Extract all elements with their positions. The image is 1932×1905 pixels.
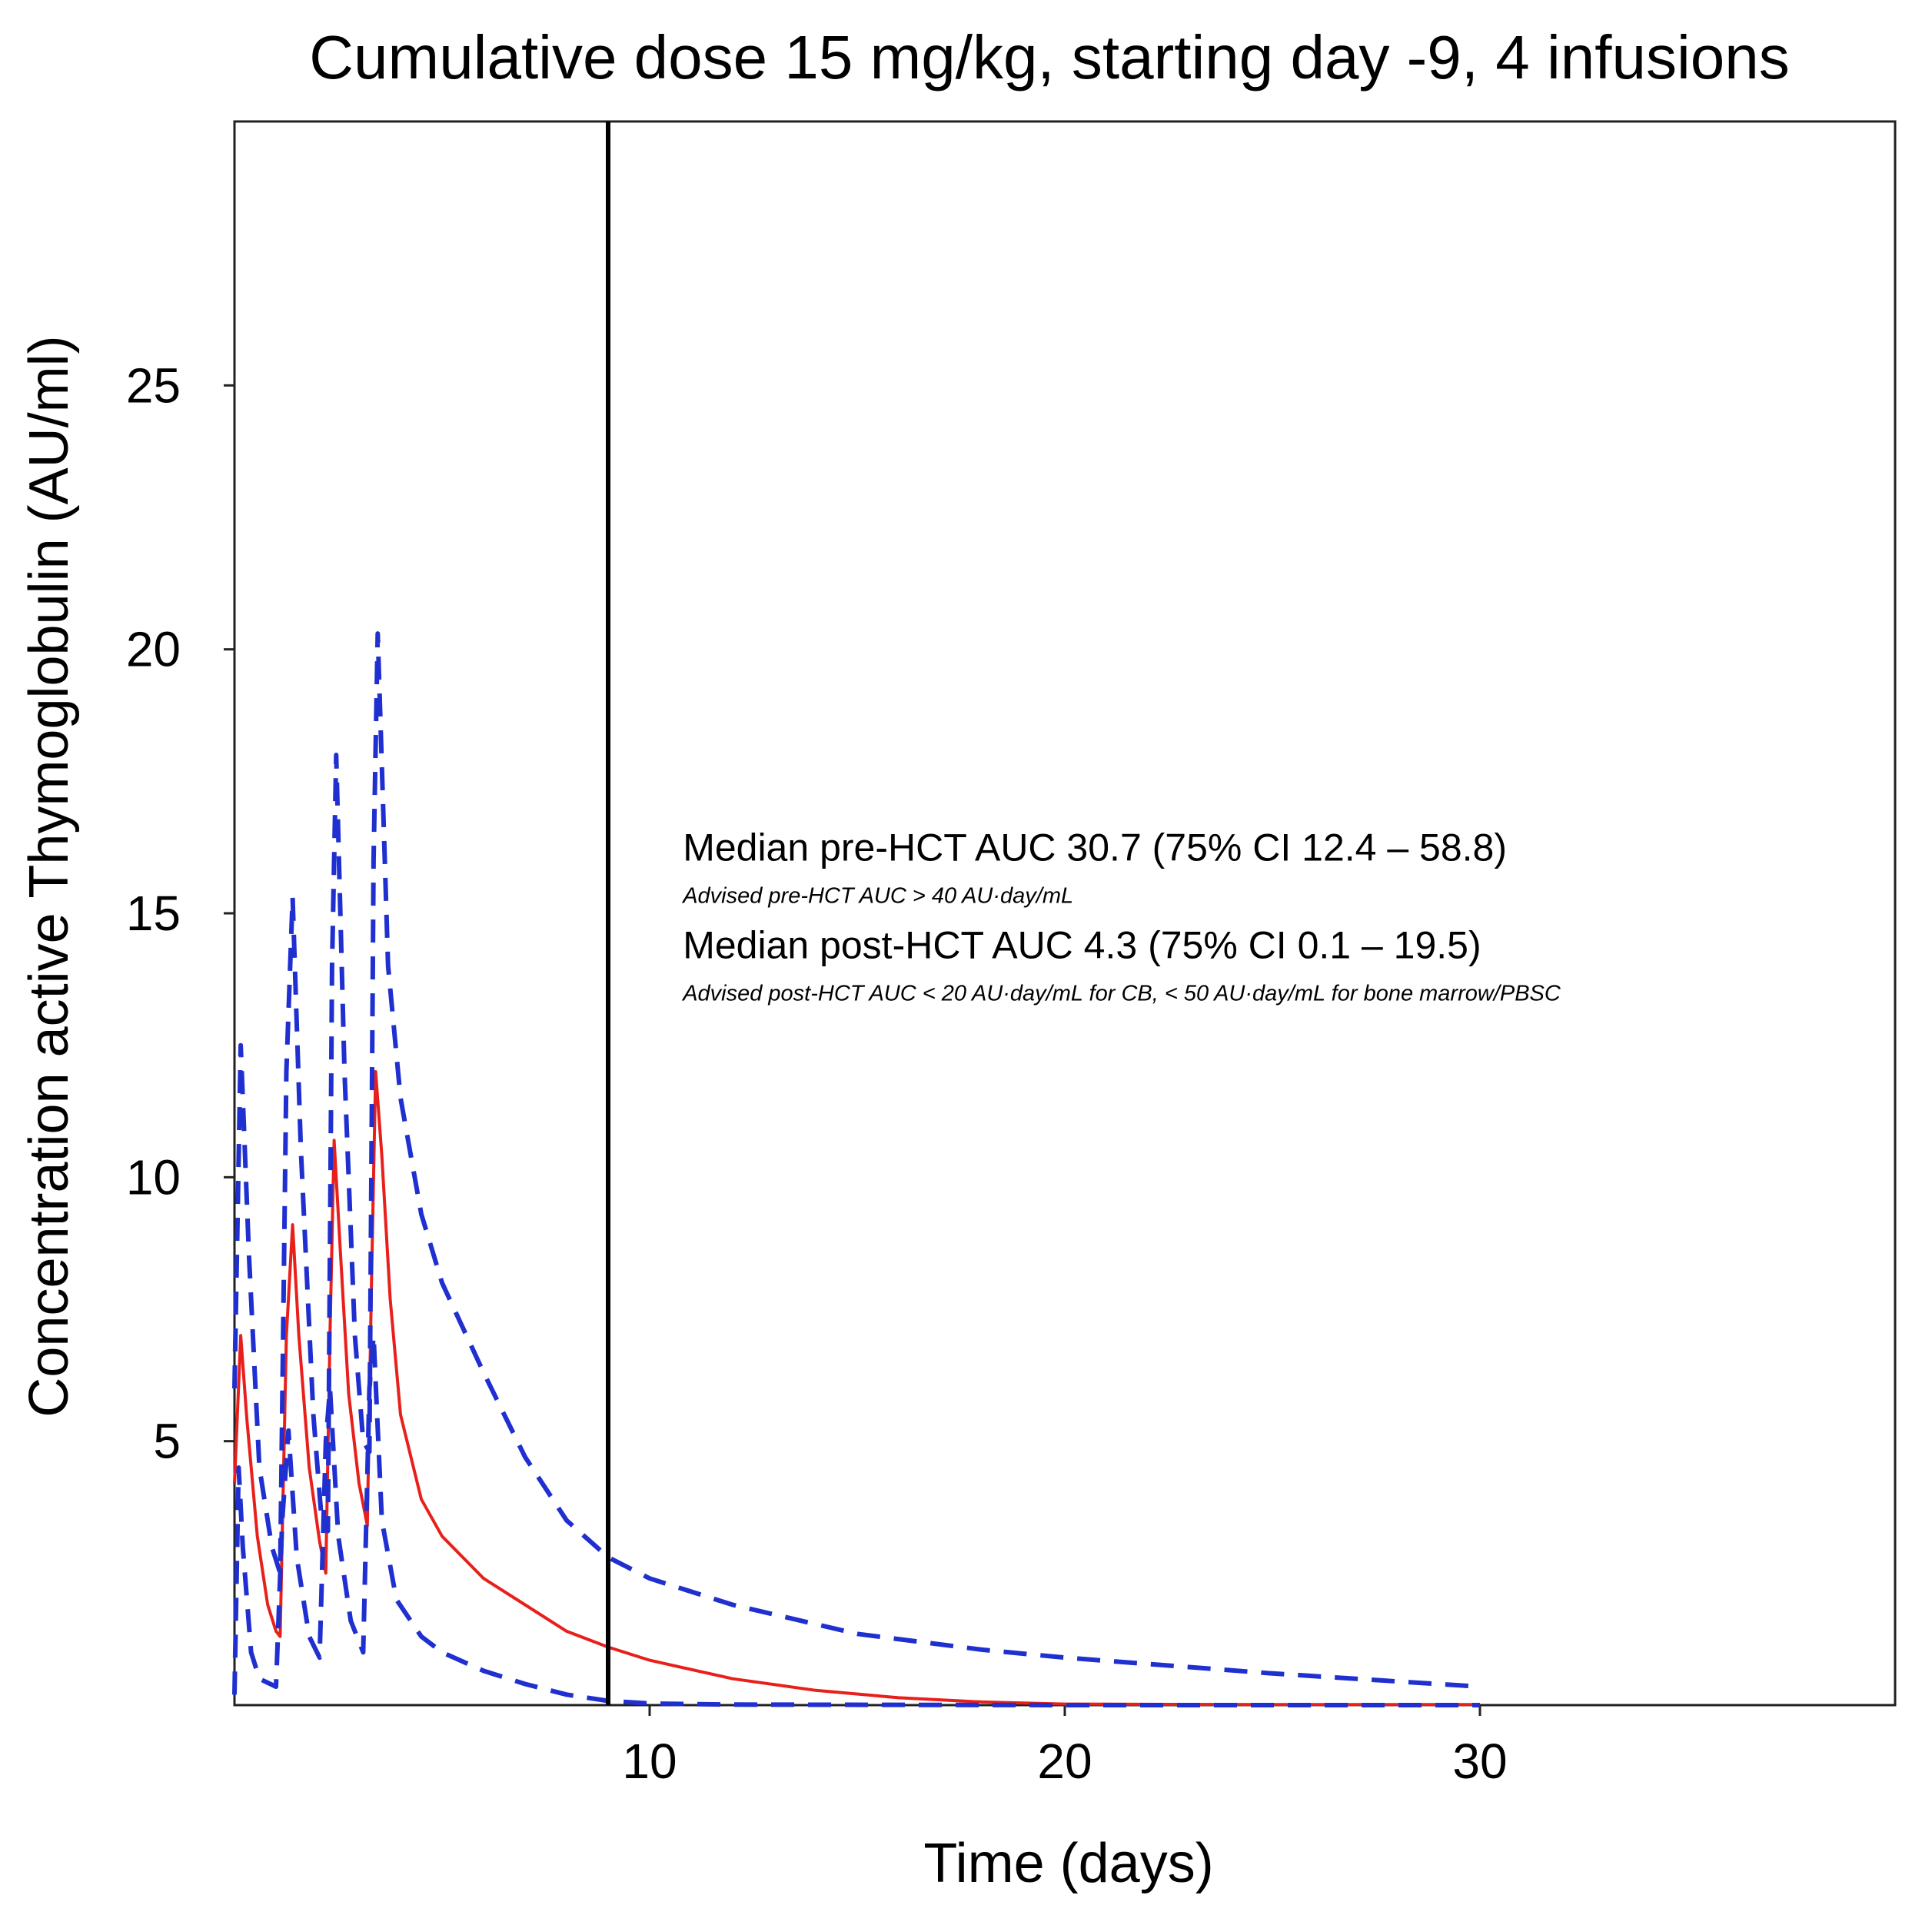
y-tick-label: 25 (126, 357, 181, 413)
y-tick-label: 5 (153, 1414, 181, 1469)
y-tick-label: 10 (126, 1149, 181, 1205)
advice-annotation: Advised post-HCT AUC < 20 AU·day/mL for … (681, 981, 1561, 1006)
x-tick-label: 20 (1037, 1734, 1092, 1789)
chart-title: Cumulative dose 15 mg/kg, starting day -… (309, 23, 1789, 91)
x-tick-label: 10 (622, 1734, 677, 1789)
y-axis-label: Concentration active Thymoglobulin (AU/m… (18, 335, 80, 1417)
series-layer (232, 631, 1481, 1707)
axis-ticks: 10 20 30 5 10 15 20 25 (126, 357, 1508, 1789)
y-tick-label: 20 (126, 622, 181, 677)
auc-annotation: Median pre-HCT AUC 30.7 (75% CI 12.4 – 5… (683, 826, 1507, 869)
auc-annotation: Median post-HCT AUC 4.3 (75% CI 0.1 – 19… (683, 923, 1481, 966)
annotation-layer: Median pre-HCT AUC 30.7 (75% CI 12.4 – 5… (681, 826, 1561, 1006)
x-tick-label: 30 (1452, 1734, 1507, 1789)
advice-annotation: Advised pre-HCT AUC > 40 AU·day/mL (681, 883, 1073, 908)
x-axis-label: Time (days) (923, 1833, 1213, 1894)
y-tick-label: 15 (126, 886, 181, 941)
ci-series-line (232, 1333, 1480, 1707)
